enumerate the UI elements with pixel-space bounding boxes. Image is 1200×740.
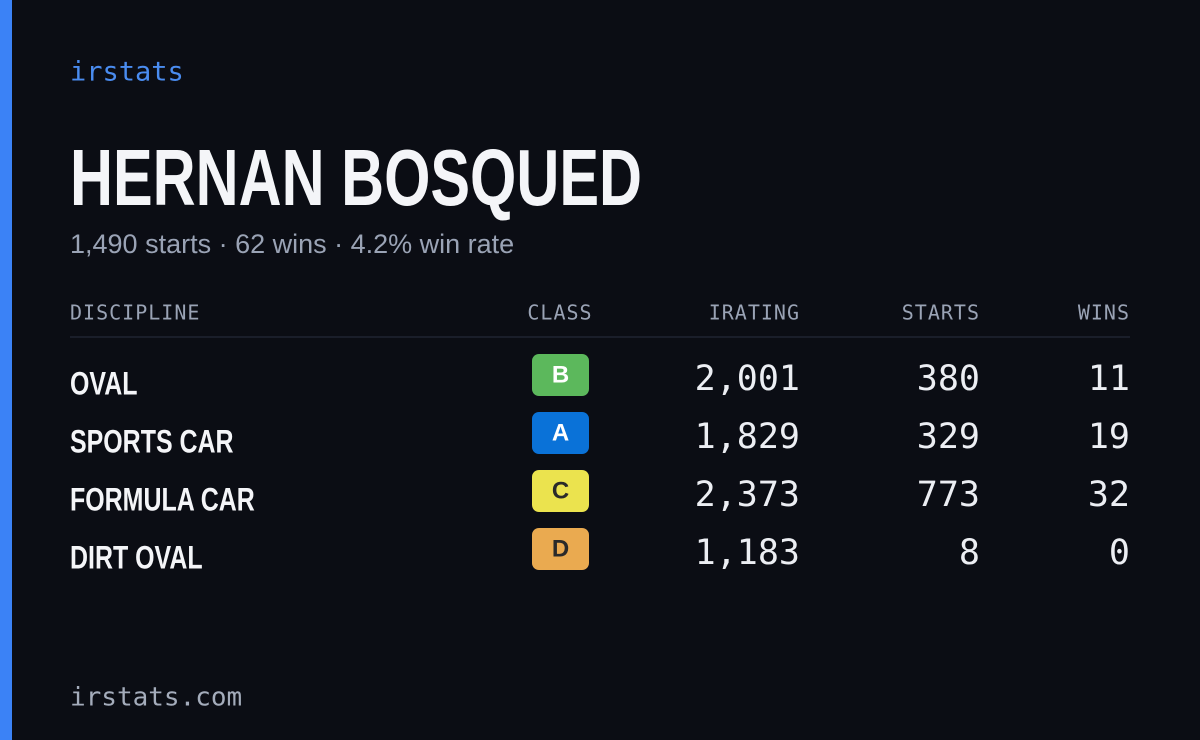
- starts: 380: [917, 359, 980, 399]
- wins: 0: [1109, 533, 1130, 573]
- wins: 32: [1088, 475, 1130, 515]
- class-letter: C: [552, 477, 569, 504]
- column-header: WINS: [1078, 301, 1130, 325]
- starts: 329: [917, 417, 980, 457]
- discipline-wrap: FORMULA CAR: [70, 483, 255, 519]
- column-header: STARTS: [902, 301, 980, 325]
- class-letter: D: [552, 535, 569, 562]
- discipline-wrap: SPORTS CAR: [70, 425, 234, 461]
- wins: 11: [1088, 359, 1130, 399]
- wins: 19: [1088, 417, 1130, 457]
- starts: 8: [959, 533, 980, 573]
- class-badge: [532, 412, 589, 454]
- footer: irstats.com: [70, 683, 242, 713]
- irating: 1,183: [695, 533, 800, 573]
- discipline-wrap: OVAL: [70, 367, 137, 403]
- discipline-wrap: DIRT OVAL: [70, 541, 203, 577]
- starts: 773: [917, 475, 980, 515]
- accent-bar: [0, 0, 12, 740]
- class-badge: [532, 354, 589, 396]
- column-header: IRATING: [709, 301, 800, 325]
- discipline: SPORTS CAR: [70, 425, 234, 461]
- discipline: OVAL: [70, 367, 137, 403]
- irating: 1,829: [695, 417, 800, 457]
- irating: 2,001: [695, 359, 800, 399]
- summary: 1,490 starts · 62 wins · 4.2% win rate: [70, 229, 514, 259]
- class-letter: B: [552, 361, 569, 388]
- class-letter: A: [552, 419, 569, 446]
- class-badge: [532, 528, 589, 570]
- brand: irstats: [70, 57, 184, 88]
- table: DISCIPLINE CLASS IRATING STARTS WINS OVAL B 2,0…: [70, 301, 1130, 577]
- discipline: DIRT OVAL: [70, 541, 203, 577]
- column-header: DISCIPLINE: [70, 301, 200, 325]
- discipline: FORMULA CAR: [70, 483, 255, 519]
- irating: 2,373: [695, 475, 800, 515]
- player-name: HERNAN BOSQUED: [70, 133, 642, 222]
- class-badge: [532, 470, 589, 512]
- column-header: CLASS: [527, 301, 592, 325]
